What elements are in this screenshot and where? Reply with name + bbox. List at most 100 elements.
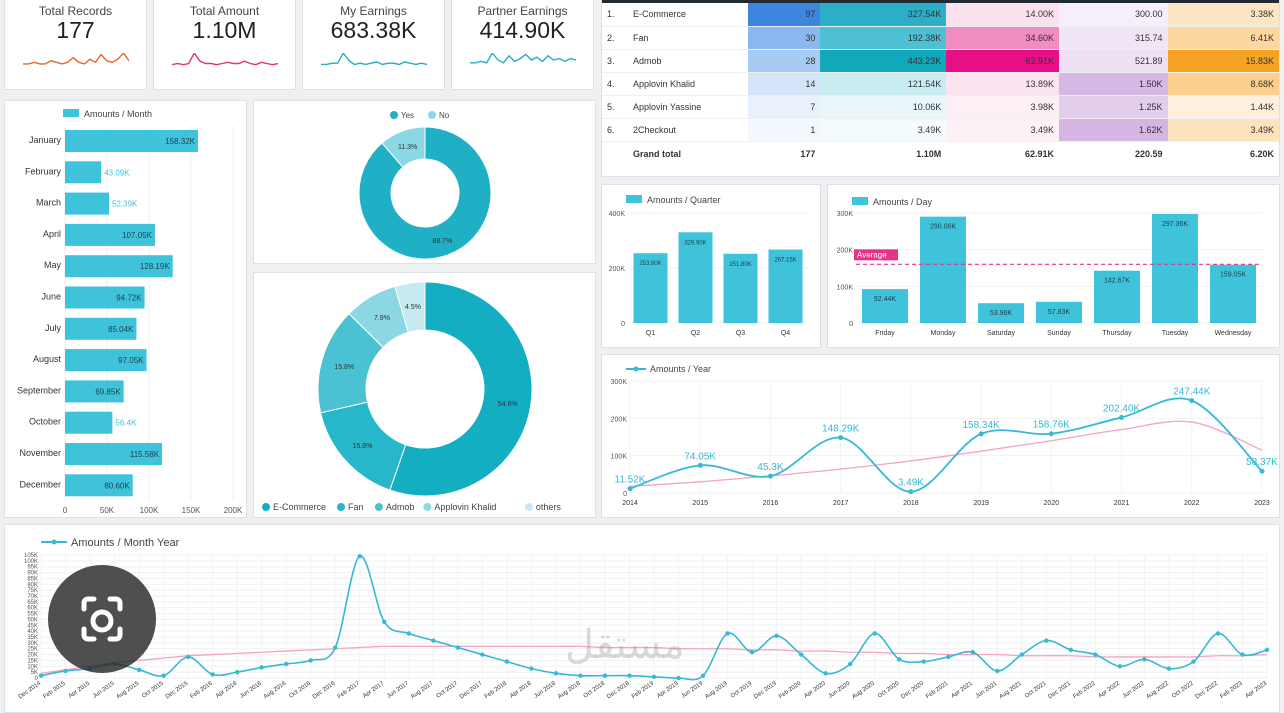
donut-slice [389, 281, 533, 497]
network-name: 2Checkout [633, 124, 677, 135]
x-tick-label: Oct 2015 [141, 680, 165, 699]
table-row[interactable]: 6. 2Checkout 1 3.49K 3.49K 1.62K 3.49K [602, 118, 1279, 141]
x-tick-label: Aug 2015 [116, 680, 141, 700]
table-row[interactable]: 2. Fan 30 192.38K 34.60K 315.74 6.41K [602, 26, 1279, 49]
x-tick-label: Dec 2014 [18, 680, 43, 700]
data-label: 115.58K [130, 450, 160, 459]
data-point [700, 673, 706, 678]
row-index: 3. [607, 55, 615, 66]
cell-min: 300.00 [1059, 3, 1168, 26]
data-label: 158.32K [165, 137, 195, 146]
network-name: Fan [633, 32, 649, 43]
y-tick-label: 55K [27, 612, 38, 618]
category-label: Q1 [646, 330, 655, 337]
bar [65, 349, 147, 372]
kpi-title: Partner Earnings [477, 4, 568, 18]
data-point [308, 658, 313, 663]
y-tick-label: 60K [27, 606, 38, 612]
data-point [185, 654, 191, 660]
kpi-sparkline [470, 53, 576, 64]
data-point [504, 659, 510, 664]
kpi-title: Total Amount [189, 4, 260, 18]
data-point [553, 671, 559, 676]
sparkline-line [470, 53, 576, 64]
category-label: March [36, 198, 61, 208]
x-tick-label: Aug 2022 [1146, 680, 1171, 700]
x-tick-label: Feb 2022 [1072, 680, 1097, 700]
x-tick-label: Dec 2018 [606, 680, 631, 700]
data-label: 158.76K [1033, 420, 1071, 431]
cell-total: 121.54K [820, 72, 947, 95]
cell-min: 521.89 [1059, 49, 1168, 72]
data-label: 159.05K [1220, 272, 1246, 279]
data-point [529, 666, 534, 671]
network-donut-card: 54.6% 15.9% 15.8% 7.9% 4.5% E-Commerce Fan Admo… [253, 272, 596, 518]
y-tick-label: 10K [27, 664, 38, 670]
x-tick-label: 2014 [622, 500, 638, 507]
legend-marker [337, 503, 345, 511]
y-tick-label: 30K [27, 641, 38, 647]
data-label: 251.80K [729, 262, 751, 268]
category-label: Thursday [1102, 330, 1132, 337]
legend-marker [51, 539, 57, 545]
x-tick-label: 200K [224, 506, 243, 515]
y-tick-label: 300K [837, 211, 854, 218]
y-tick-label: 25K [27, 647, 38, 653]
x-tick-label: Oct 2018 [583, 680, 607, 699]
network-name: Applovin Khalid [633, 78, 696, 89]
legend-label: Admob [386, 502, 415, 512]
data-label: 69.85K [95, 387, 121, 396]
table-row[interactable]: 3. Admob 28 443.23K 62.91K 521.89 15.83K [602, 49, 1279, 72]
data-label: 53.96K [990, 310, 1013, 317]
kpi-card-my-earnings: My Earnings 683.38K [302, 0, 445, 90]
kpi-value: 683.38K [330, 17, 417, 43]
data-point [627, 673, 632, 678]
category-label: May [44, 260, 62, 270]
x-tick-label: Dec 2016 [312, 680, 337, 700]
legend-marker [633, 366, 639, 372]
data-point [823, 671, 828, 676]
lens-search-button[interactable] [48, 565, 156, 673]
legend-label: Yes [401, 111, 414, 120]
x-tick-label: Aug 2020 [851, 680, 876, 700]
watermark: مستقل [565, 622, 685, 668]
table-row[interactable]: 4. Applovin Khalid 14 121.54K 13.89K 1.50K 8.6… [602, 72, 1279, 95]
table-row[interactable]: 1. E-Commerce 97 327.54K 14.00K 300.00 3.38K [602, 3, 1279, 26]
cell-records: 7 [748, 95, 821, 118]
kpi-title: My Earnings [340, 4, 407, 18]
data-point [651, 674, 657, 680]
data-point [1068, 647, 1074, 653]
trend-line [629, 420, 1263, 487]
slice-label: 88.7% [432, 238, 452, 245]
cell-max: 3.98K [946, 95, 1060, 118]
slice-label: 4.5% [405, 304, 421, 311]
x-tick-label: Apr 2018 [509, 680, 533, 699]
kpi-value: 1.10M [192, 17, 257, 43]
kpi-card-total-amount: Total Amount 1.10M [153, 0, 296, 90]
y-tick-label: 35K [27, 635, 38, 641]
data-point [455, 645, 461, 650]
legend-marker [390, 111, 398, 119]
data-label: 97.05K [118, 356, 144, 365]
cell-records: 97 [748, 3, 821, 26]
table-row[interactable]: 5. Applovin Yassine 7 10.06K 3.98K 1.25K 1.44K [602, 95, 1279, 118]
category-label: Tuesday [1162, 330, 1189, 337]
cell-records: 1 [748, 118, 821, 141]
amounts-day-card: Amounts / Day 0 100K 200K 300K 92.44K Friday 29… [827, 184, 1280, 348]
data-label: 267.15K [774, 258, 796, 264]
cell-min: 1.25K [1059, 95, 1168, 118]
data-label: 45.3K [757, 462, 783, 473]
donut-slice [394, 281, 426, 334]
data-label: 3.49K [898, 478, 924, 489]
header-cell [602, 0, 628, 3]
data-point [259, 665, 264, 670]
x-tick-label: Apr 2021 [951, 680, 975, 699]
legend-label: others [536, 502, 562, 512]
x-tick-label: Jun 2017 [386, 680, 410, 699]
legend-swatch [852, 197, 868, 205]
data-point [1215, 631, 1221, 636]
category-label: April [43, 229, 61, 239]
amounts-year-chart: Amounts / Year 0 100K 200K 300K 2014 2015 2016 2… [611, 364, 1279, 507]
bar [65, 286, 145, 309]
legend-marker [423, 503, 432, 511]
